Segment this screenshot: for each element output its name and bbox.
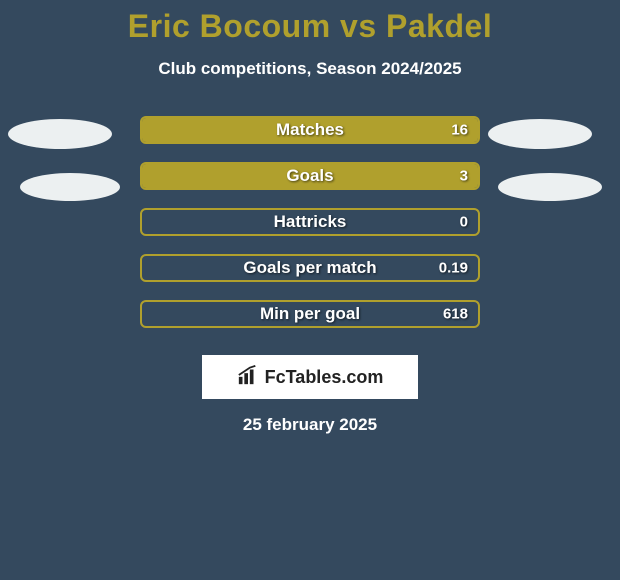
stat-bar: Goals3 [140, 162, 480, 190]
footer-logo[interactable]: FcTables.com [202, 355, 418, 399]
comparison-card: Eric Bocoum vs Pakdel Club competitions,… [0, 0, 620, 435]
stat-label: Hattricks [142, 212, 478, 232]
stat-value-right: 0.19 [439, 260, 468, 277]
stat-row: Matches16 [0, 107, 620, 153]
stat-label: Goals per match [142, 258, 478, 278]
stat-bar: Goals per match0.19 [140, 254, 480, 282]
footer-date: 25 february 2025 [0, 415, 620, 435]
stat-bar: Hattricks0 [140, 208, 480, 236]
chart-icon [237, 364, 259, 391]
stat-value-right: 0 [460, 214, 468, 231]
stat-label: Goals [142, 166, 478, 186]
stat-value-right: 16 [451, 122, 468, 139]
stat-value-right: 3 [460, 168, 468, 185]
stat-label: Matches [142, 120, 478, 140]
subtitle: Club competitions, Season 2024/2025 [0, 59, 620, 79]
stat-row: Min per goal618 [0, 291, 620, 337]
stat-label: Min per goal [142, 304, 478, 324]
stat-row: Hattricks0 [0, 199, 620, 245]
footer-logo-text: FcTables.com [265, 367, 384, 388]
stat-row: Goals per match0.19 [0, 245, 620, 291]
stats-area: Matches16 Goals3 Hattricks0 Goals per match… [0, 107, 620, 337]
page-title: Eric Bocoum vs Pakdel [0, 8, 620, 45]
stat-bar: Matches16 [140, 116, 480, 144]
stat-row: Goals3 [0, 153, 620, 199]
stat-bar: Min per goal618 [140, 300, 480, 328]
stat-value-right: 618 [443, 306, 468, 323]
